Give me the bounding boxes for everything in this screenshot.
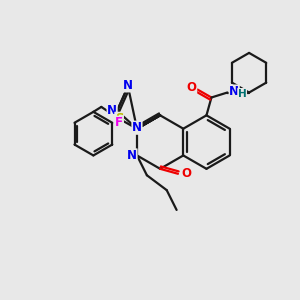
Text: N: N [107, 104, 117, 117]
Text: N: N [229, 85, 239, 98]
Text: O: O [187, 81, 196, 94]
Text: O: O [181, 167, 191, 180]
Text: F: F [115, 116, 123, 129]
Text: N: N [123, 79, 133, 92]
Text: S: S [115, 112, 123, 125]
Text: H: H [238, 88, 247, 98]
Text: N: N [127, 149, 137, 162]
Text: N: N [132, 121, 142, 134]
